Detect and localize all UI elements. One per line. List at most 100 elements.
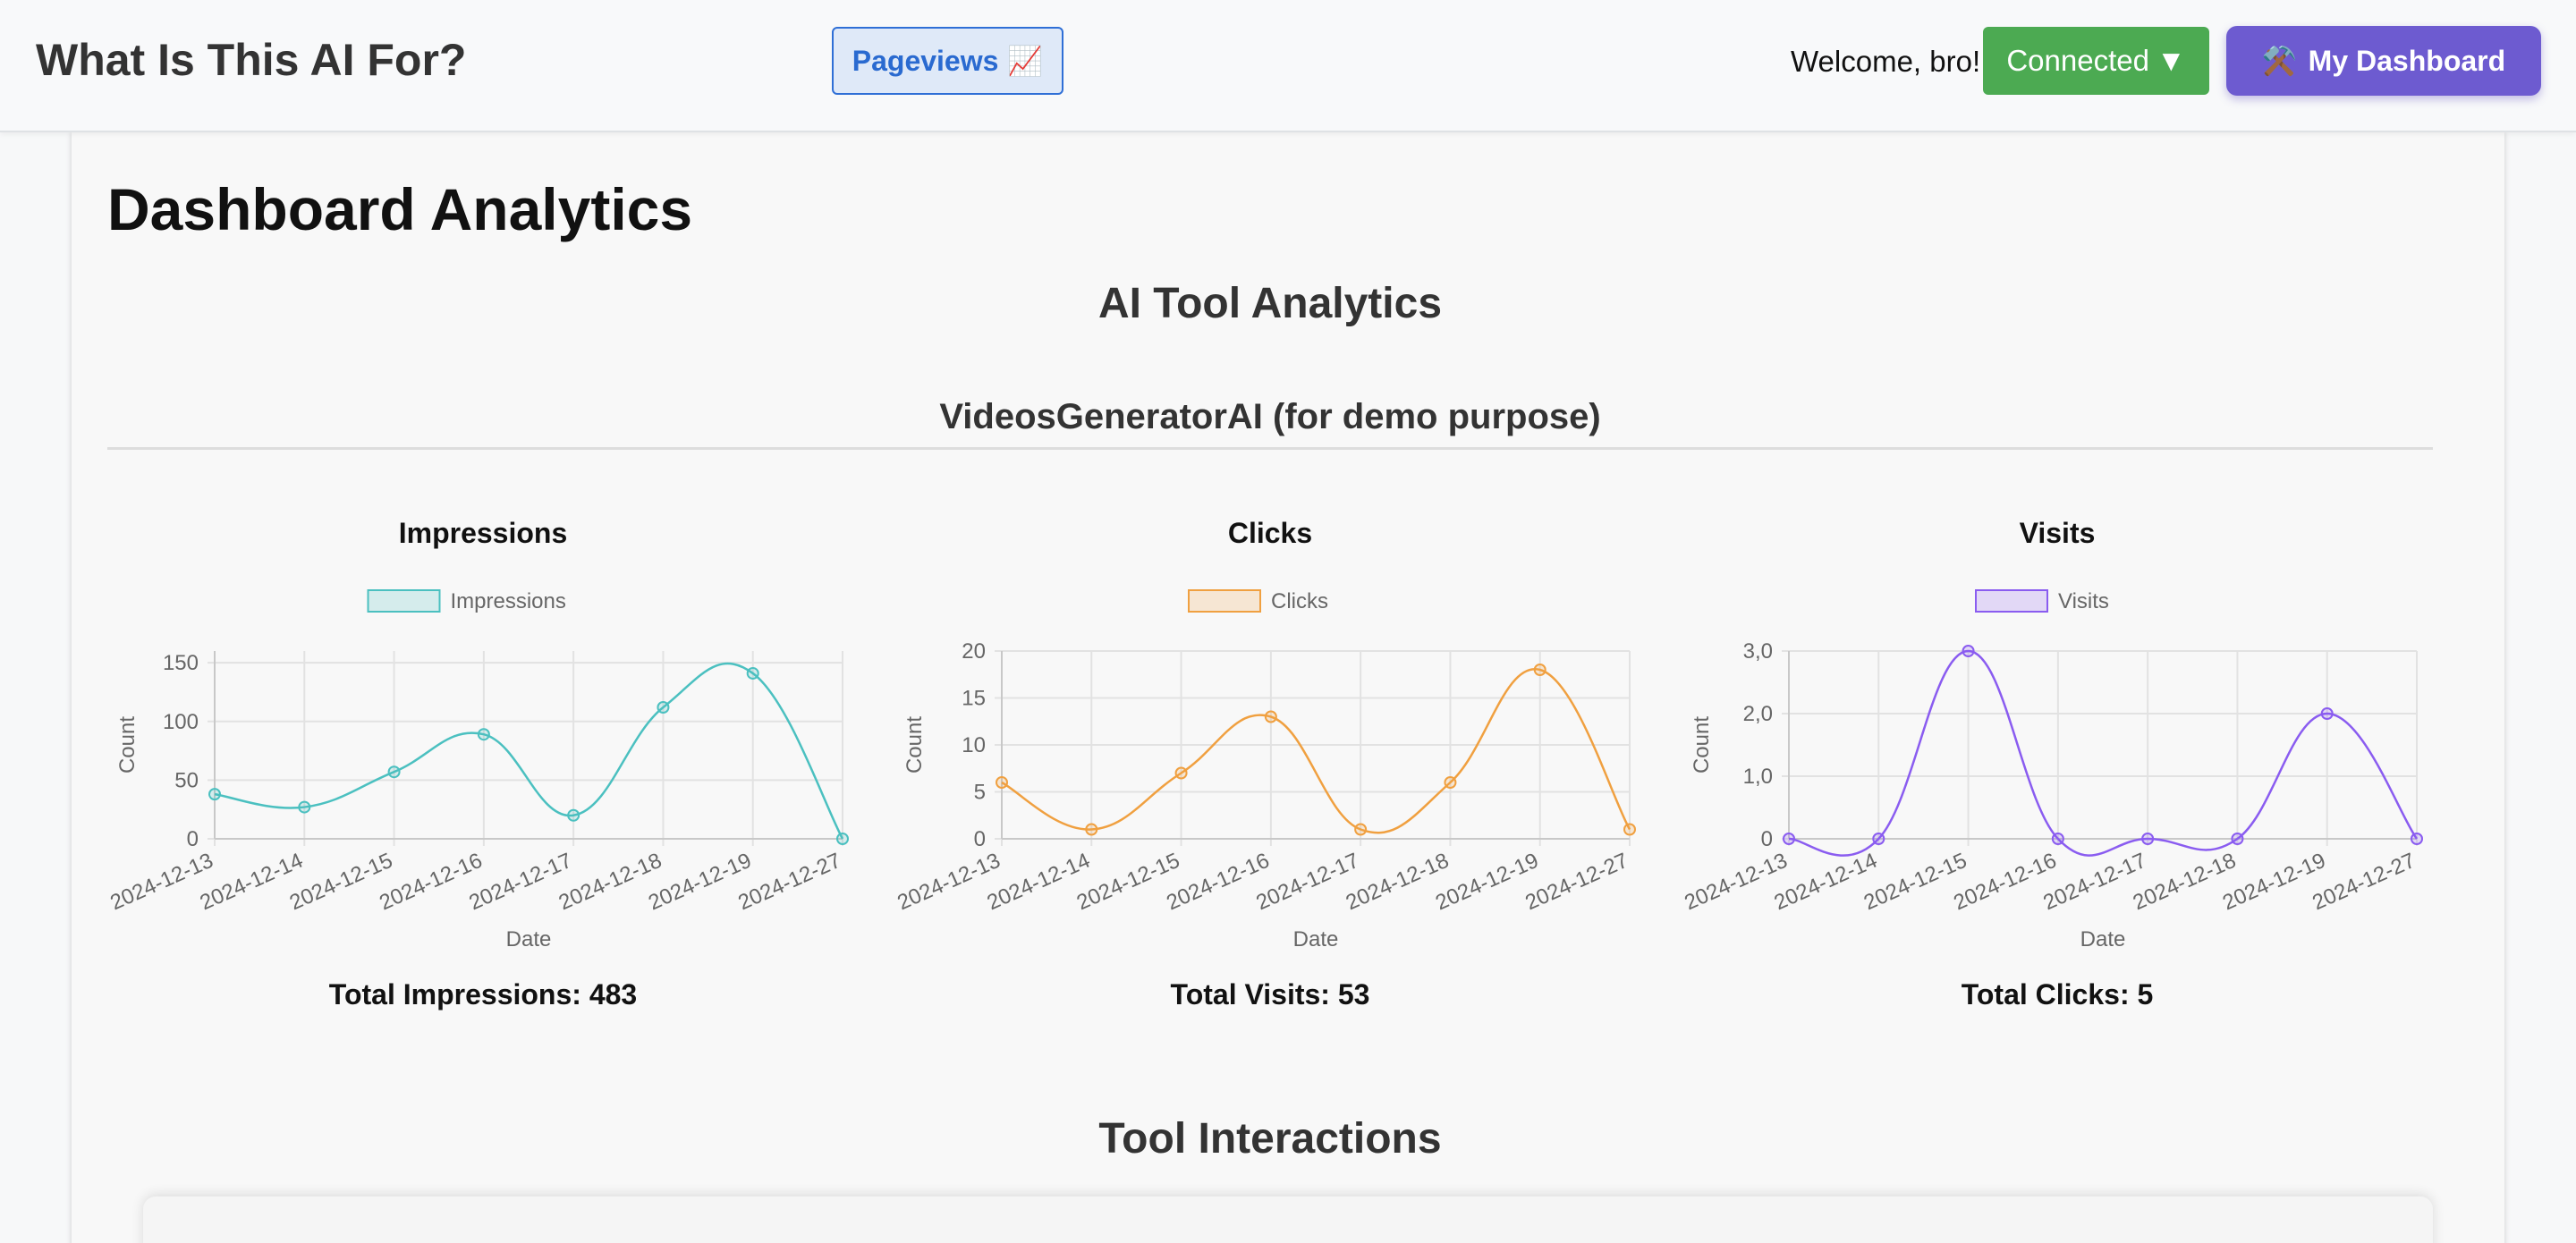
divider bbox=[107, 447, 2433, 450]
y-tick-label: 10 bbox=[962, 733, 986, 757]
clicks-chart-panel: Clicks Clicks 0 5 10 15 20 2024-12-13 2024-12-1… bbox=[868, 510, 1673, 1019]
y-tick-label: 5 bbox=[974, 781, 986, 805]
my-dashboard-button[interactable]: ⚒️ My Dashboard bbox=[2226, 26, 2541, 96]
y-axis-title: Count bbox=[902, 716, 927, 774]
data-point[interactable] bbox=[208, 788, 221, 801]
x-tick-label: 2024-12-13 bbox=[894, 849, 1004, 916]
hammer-pick-icon: ⚒️ bbox=[2261, 45, 2298, 77]
legend-swatch bbox=[367, 589, 441, 613]
impressions-chart: Impressions 0 50 100 150 2024-12-132024-12-14… bbox=[106, 589, 849, 951]
data-point[interactable] bbox=[387, 765, 401, 779]
page-title: Dashboard Analytics bbox=[107, 176, 693, 242]
data-point[interactable] bbox=[1783, 833, 1795, 845]
x-tick-label: 2024-12-18 bbox=[2130, 849, 2240, 916]
y-tick-label: 100 bbox=[163, 710, 199, 734]
data-point[interactable] bbox=[1085, 823, 1098, 836]
chart-up-icon: 📈 bbox=[1007, 45, 1044, 77]
tool-interactions-panel bbox=[143, 1196, 2433, 1243]
legend-label: Impressions bbox=[451, 589, 566, 613]
data-point[interactable] bbox=[836, 833, 849, 845]
top-navbar: What Is This AI For? Pageviews 📈 Welcome… bbox=[0, 0, 2576, 132]
y-tick-label: 0 bbox=[187, 827, 199, 851]
x-axis-title: Date bbox=[2080, 927, 2126, 951]
data-point[interactable] bbox=[298, 800, 311, 814]
data-point[interactable] bbox=[1444, 776, 1457, 789]
x-tick-label: 2024-12-19 bbox=[1432, 849, 1542, 916]
data-point[interactable] bbox=[1533, 664, 1546, 676]
y-tick-label: 15 bbox=[962, 687, 986, 711]
series-line bbox=[1001, 668, 1631, 834]
data-point[interactable] bbox=[1962, 645, 1975, 657]
y-axis-title: Count bbox=[1690, 716, 1714, 774]
series-line bbox=[214, 662, 844, 840]
y-tick-label: 50 bbox=[174, 768, 199, 792]
data-point[interactable] bbox=[746, 666, 759, 680]
x-tick-label: 2024-12-27 bbox=[1521, 849, 1631, 916]
my-dashboard-label: My Dashboard bbox=[2308, 44, 2506, 77]
data-point[interactable] bbox=[1174, 766, 1188, 780]
x-tick-label: 2024-12-16 bbox=[1163, 849, 1273, 916]
x-tick-label: 2024-12-19 bbox=[2219, 849, 2329, 916]
total-impressions: Total Impressions: 483 bbox=[328, 978, 638, 1010]
y-tick-label: 20 bbox=[962, 639, 986, 664]
x-tick-label: 2024-12-16 bbox=[376, 849, 486, 916]
data-point[interactable] bbox=[2051, 833, 2064, 845]
total-clicks-visits: Total Visits: 53 bbox=[1170, 978, 1370, 1010]
impressions-chart-panel: Impressions Impressions 0 50 100 150 2024-12-… bbox=[80, 510, 886, 1019]
connected-dropdown-button[interactable]: Connected ▼ bbox=[1983, 27, 2209, 95]
x-axis-title: Date bbox=[1293, 927, 1339, 951]
chart-title: Clicks bbox=[1227, 517, 1313, 549]
pageviews-button[interactable]: Pageviews 📈 bbox=[832, 27, 1063, 95]
x-tick-label: 2024-12-18 bbox=[1343, 849, 1453, 916]
connected-label: Connected bbox=[2006, 44, 2149, 77]
legend-label: Clicks bbox=[1271, 589, 1328, 613]
chart-legend[interactable]: Clicks bbox=[1188, 589, 1328, 613]
x-tick-label: 2024-12-13 bbox=[1681, 849, 1791, 916]
x-tick-label: 2024-12-15 bbox=[1860, 849, 1970, 916]
welcome-text: Welcome, bro! bbox=[1791, 45, 1981, 78]
data-point[interactable] bbox=[1264, 710, 1277, 723]
chart-title: Visits bbox=[2019, 517, 2096, 549]
clicks-chart: Clicks051015202024-12-132024-12-142024-1… bbox=[894, 589, 1636, 951]
chart-title: Impressions bbox=[398, 517, 568, 549]
legend-swatch bbox=[1975, 589, 2048, 613]
data-point[interactable] bbox=[477, 728, 490, 741]
total-visits-clicks: Total Clicks: 5 bbox=[1961, 978, 2154, 1010]
x-tick-label: 2024-12-13 bbox=[106, 849, 216, 916]
x-tick-label: 2024-12-19 bbox=[645, 849, 755, 916]
data-point[interactable] bbox=[657, 701, 670, 714]
visits-chart-panel: Visits Visits 0 1,0 2,0 3,0 2024-12-13 2024-12… bbox=[1655, 510, 2460, 1019]
x-tick-label: 2024-12-17 bbox=[1252, 849, 1362, 916]
tool-name-heading: VideosGeneratorAI (for demo purpose) bbox=[939, 397, 1601, 436]
x-tick-label: 2024-12-14 bbox=[197, 849, 307, 916]
pageviews-label: Pageviews bbox=[852, 44, 999, 77]
legend-swatch bbox=[1188, 589, 1261, 613]
data-point[interactable] bbox=[567, 808, 580, 822]
data-point[interactable] bbox=[2411, 833, 2423, 845]
data-point[interactable] bbox=[1623, 823, 1636, 836]
x-tick-label: 2024-12-27 bbox=[2309, 849, 2419, 916]
tool-interactions-title: Tool Interactions bbox=[1098, 1115, 1442, 1163]
data-point[interactable] bbox=[996, 776, 1008, 789]
x-tick-label: 2024-12-18 bbox=[555, 849, 665, 916]
data-point[interactable] bbox=[2320, 707, 2334, 720]
site-brand[interactable]: What Is This AI For? bbox=[36, 35, 467, 85]
section-title: AI Tool Analytics bbox=[1097, 280, 1443, 327]
chart-legend[interactable]: Visits bbox=[1975, 589, 2109, 613]
y-tick-label: 3,0 bbox=[1743, 639, 1773, 664]
visits-chart: Visits01,02,03,02024-12-132024-12-142024… bbox=[1681, 589, 2423, 951]
data-point[interactable] bbox=[2141, 833, 2155, 845]
data-point[interactable] bbox=[2231, 833, 2244, 845]
y-axis-title: Count bbox=[115, 716, 140, 774]
data-point[interactable] bbox=[1354, 823, 1368, 836]
series-line bbox=[1788, 649, 2419, 857]
x-tick-label: 2024-12-17 bbox=[465, 849, 575, 916]
x-tick-label: 2024-12-14 bbox=[984, 849, 1094, 916]
x-axis-title: Date bbox=[506, 927, 552, 951]
chart-legend[interactable]: Impressions bbox=[367, 589, 566, 613]
data-point[interactable] bbox=[1872, 833, 1885, 845]
x-tick-label: 2024-12-17 bbox=[2039, 849, 2149, 916]
caret-down-icon: ▼ bbox=[2156, 44, 2186, 77]
x-tick-label: 2024-12-15 bbox=[286, 849, 396, 916]
x-tick-label: 2024-12-14 bbox=[1771, 849, 1881, 916]
